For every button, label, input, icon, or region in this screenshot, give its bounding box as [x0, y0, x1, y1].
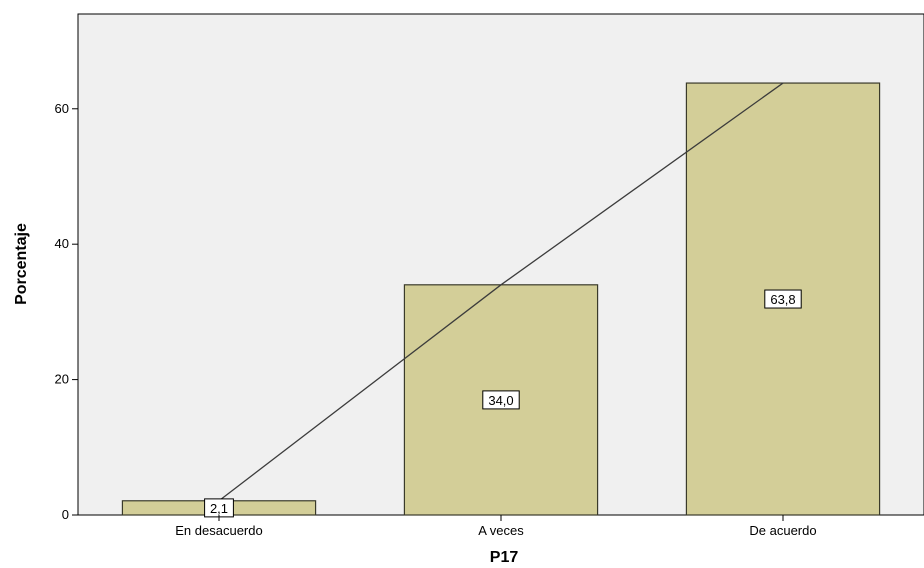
data-label-text: 63,8: [770, 292, 795, 307]
data-label: 63,8: [764, 289, 802, 309]
data-label: 34,0: [482, 390, 520, 410]
y-tick-label: 20: [55, 372, 69, 387]
y-tick-label: 0: [62, 507, 69, 522]
data-label-text: 34,0: [488, 393, 513, 408]
x-tick-label: En desacuerdo: [175, 523, 262, 538]
x-tick-label: A veces: [478, 523, 524, 538]
data-label-box: [764, 289, 802, 309]
y-axis-title: Porcentaje: [13, 223, 30, 305]
data-label: 2,1: [204, 498, 234, 518]
trend-line: [218, 82, 784, 502]
y-tick-label: 40: [55, 236, 69, 251]
y-tick-label: 60: [55, 101, 69, 116]
x-axis-title: P17: [490, 549, 519, 566]
x-tick-label: De acuerdo: [749, 523, 816, 538]
data-label-text: 2,1: [210, 501, 228, 516]
data-label-box: [482, 390, 520, 410]
